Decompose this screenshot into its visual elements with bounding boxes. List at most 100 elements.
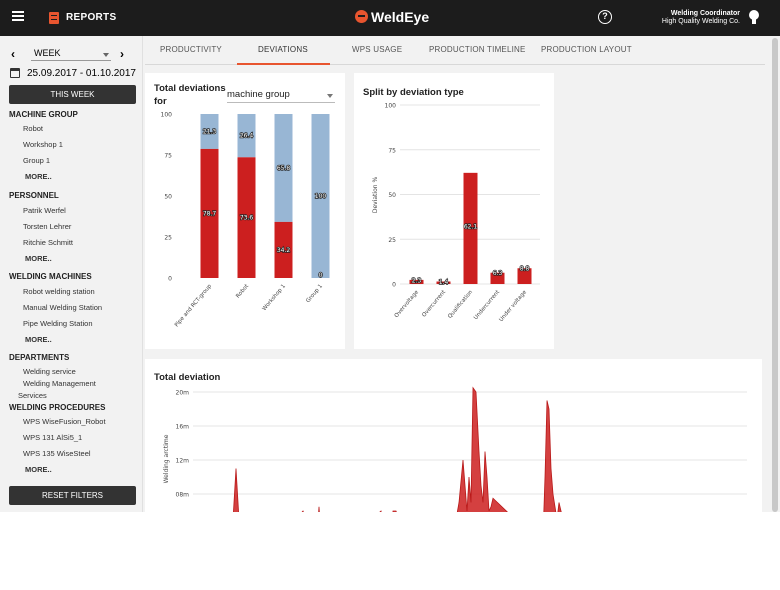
- user-avatar-icon[interactable]: [748, 10, 760, 24]
- ok-bar-segment: [311, 114, 330, 278]
- data-label: 26.4: [240, 133, 254, 140]
- category-label: Under voltage: [498, 289, 528, 323]
- filter-group-title: DEPARTMENTS: [9, 353, 70, 362]
- filter-item-welding-service[interactable]: Welding service: [23, 367, 76, 376]
- y-tick-label: 20m: [176, 390, 190, 397]
- filter-item-workshop-1[interactable]: Workshop 1: [23, 140, 63, 149]
- group-by-dropdown-value: machine group: [227, 89, 290, 100]
- card-title: Total deviations: [154, 83, 226, 94]
- deviation-bar: [463, 172, 478, 284]
- period-select[interactable]: WEEK: [31, 47, 111, 61]
- y-tick-label: 16m: [176, 424, 190, 431]
- welding-procedures-more-link[interactable]: MORE..: [25, 465, 52, 474]
- filter-item-wps-131-alsi5[interactable]: WPS 131 AlSi5_1: [23, 433, 83, 442]
- filter-item-wps-wisefusion-robot[interactable]: WPS WiseFusion_Robot: [23, 417, 106, 426]
- filter-sidebar: ‹ WEEK › 25.09.2017 - 01.10.2017 THIS WE…: [0, 36, 143, 512]
- filter-group-title: WELDING MACHINES: [9, 272, 92, 281]
- period-selector: ‹ WEEK ›: [9, 47, 133, 61]
- y-tick-label: 75: [388, 147, 396, 154]
- filter-item-group-1[interactable]: Group 1: [23, 156, 51, 165]
- deviation-type-chart: 0 25 50 75 100 Deviation % 2.3 Overvoltage 1.4 Ov…: [372, 103, 540, 323]
- welding-machines-more-link[interactable]: MORE..: [25, 335, 52, 344]
- filter-item-manual-welding-station[interactable]: Manual Welding Station: [23, 303, 103, 312]
- user-company: High Quality Welding Co.: [661, 18, 740, 25]
- chevron-down-icon: [327, 94, 333, 98]
- category-label: Overcurrent: [421, 289, 447, 319]
- category-label: Group 1: [305, 283, 324, 304]
- section-title: REPORTS: [66, 12, 117, 23]
- machine-group-more-link[interactable]: MORE..: [25, 172, 52, 181]
- page-scrollbar[interactable]: [770, 36, 780, 512]
- y-tick-label: 75: [164, 153, 172, 160]
- data-label: 0: [319, 272, 323, 279]
- top-bar: REPORTS WeldEye ? Welding Coordinator Hi…: [0, 0, 780, 36]
- user-role: Welding Coordinator: [670, 10, 740, 17]
- period-select-value: WEEK: [34, 48, 61, 58]
- next-period-button[interactable]: ›: [120, 47, 124, 61]
- data-label: 100: [315, 193, 327, 200]
- filter-item-robot[interactable]: Robot: [23, 124, 44, 133]
- card-title: Split by deviation type: [363, 87, 464, 98]
- tab-productivity[interactable]: PRODUCTIVITY: [160, 45, 222, 54]
- y-tick-label: 100: [385, 103, 397, 110]
- tab-wps-usage[interactable]: WPS USAGE: [352, 45, 403, 54]
- tab-deviations[interactable]: DEVIATIONS: [258, 45, 308, 54]
- menu-icon[interactable]: [12, 11, 24, 23]
- filter-group-title: WELDING PROCEDURES: [9, 403, 106, 412]
- data-label: 62.1: [464, 223, 478, 230]
- data-label: 1.4: [439, 279, 449, 286]
- logo-text: WeldEye: [371, 9, 430, 25]
- personnel-more-link[interactable]: MORE..: [25, 254, 52, 263]
- category-label: Pipe and RCT-group: [174, 283, 213, 328]
- deviation-bar: [436, 281, 451, 284]
- filter-item-wps-135-wisesteel[interactable]: WPS 135 WiseSteel: [23, 449, 91, 458]
- y-tick-label: 12m: [176, 458, 190, 465]
- stacked-deviation-chart: 0 25 50 75 100 78.7 21.3 Pipe and RCT-group 73.6…: [161, 112, 330, 328]
- filter-item-torsten-lehrer[interactable]: Torsten Lehrer: [23, 222, 72, 231]
- active-tab-indicator: [237, 63, 330, 65]
- weldeye-logo-icon: [355, 10, 368, 23]
- y-tick-label: 0: [168, 276, 172, 283]
- data-label: 78.7: [203, 210, 217, 217]
- previous-period-button[interactable]: ‹: [11, 47, 15, 61]
- deviation-bar: [409, 279, 424, 284]
- data-label: 73.6: [240, 215, 254, 222]
- y-axis-label: Welding arctime: [163, 434, 170, 483]
- scrollbar-thumb[interactable]: [772, 38, 778, 512]
- tab-production-layout[interactable]: PRODUCTION LAYOUT: [541, 45, 632, 54]
- filter-item-welding-management[interactable]: Welding Management: [23, 379, 96, 388]
- this-week-button[interactable]: THIS WEEK: [9, 85, 136, 104]
- category-label: Workshop 1: [262, 283, 287, 312]
- category-label: Overvoltage: [394, 289, 421, 319]
- filter-item-services[interactable]: Services: [18, 391, 47, 400]
- y-tick-label: 50: [388, 192, 396, 199]
- report-tabs: PRODUCTIVITY DEVIATIONS WPS USAGE PRODUC…: [145, 36, 765, 65]
- deviation-area-series: [233, 386, 562, 512]
- deviation-bar-segment: [274, 221, 293, 278]
- card-title: Total deviation: [154, 372, 221, 383]
- data-label: 6.3: [493, 270, 503, 277]
- help-icon[interactable]: ?: [598, 10, 612, 24]
- category-label: Qualification: [447, 289, 474, 320]
- filter-item-patrik-werfel[interactable]: Patrik Werfel: [23, 206, 66, 215]
- y-tick-label: 0: [392, 282, 396, 289]
- card-title-line2: for: [154, 96, 167, 107]
- deviation-bar-segment: [237, 157, 256, 278]
- filter-item-ritchie-schmitt[interactable]: Ritchie Schmitt: [23, 238, 74, 247]
- reset-filters-button[interactable]: RESET FILTERS: [9, 486, 136, 505]
- filter-item-robot-welding-station[interactable]: Robot welding station: [23, 287, 95, 296]
- split-by-type-card: Split by deviation type 0 25 50 75 100 Deviat…: [354, 73, 554, 349]
- total-deviation-card: Total deviation 08m 12m 16m 20m Welding arct…: [145, 359, 762, 512]
- chevron-down-icon: [103, 53, 109, 57]
- calendar-icon: [10, 68, 20, 78]
- category-label: Robot: [235, 283, 250, 300]
- group-by-dropdown[interactable]: machine group: [227, 89, 335, 103]
- y-tick-label: 25: [388, 237, 396, 244]
- deviation-bar-segment: [200, 148, 219, 278]
- tab-production-timeline[interactable]: PRODUCTION TIMELINE: [429, 45, 526, 54]
- deviation-bar: [517, 268, 532, 284]
- deviation-bar: [490, 272, 505, 284]
- y-axis-label: Deviation %: [372, 177, 379, 214]
- filter-item-pipe-welding-station[interactable]: Pipe Welding Station: [23, 319, 93, 328]
- filter-group-title: MACHINE GROUP: [9, 110, 78, 119]
